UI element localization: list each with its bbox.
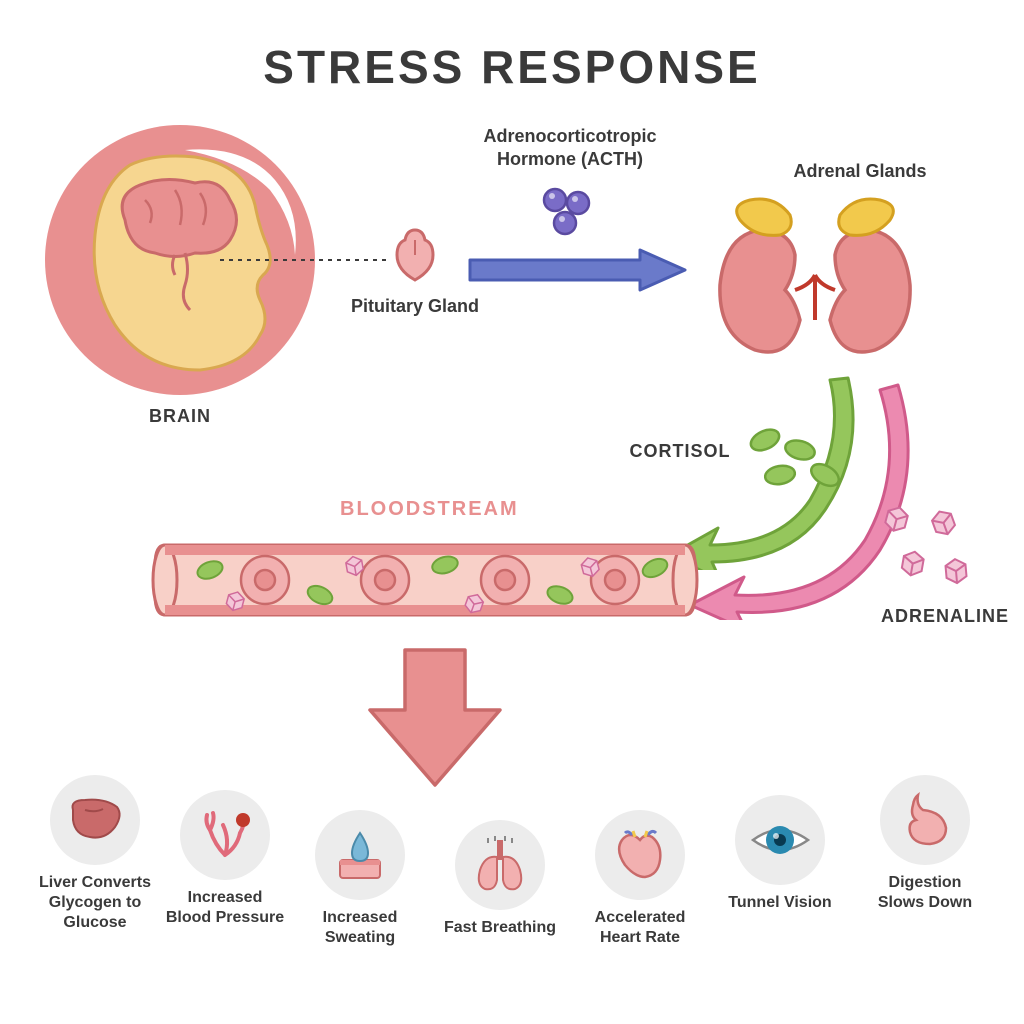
effect-label: Liver Converts Glycogen to Glucose [35,873,155,933]
effect-liver: Liver Converts Glycogen to Glucose [35,775,155,933]
sweat-icon [315,810,405,900]
bloodstream-down-arrow [360,640,510,790]
effect-breathing: Fast Breathing [440,820,560,938]
cortisol-label: CORTISOL [620,440,740,463]
blood-vessel-icon [180,790,270,880]
effect-label: Fast Breathing [440,918,560,938]
pituitary-gland-icon [385,225,445,290]
adrenaline-label: ADRENALINE [870,605,1020,628]
effect-digestion: Digestion Slows Down [865,775,985,913]
acth-spheres-icon [530,185,600,240]
heart-icon [595,810,685,900]
diagram-title: STRESS RESPONSE [0,40,1024,94]
bloodstream-illustration [145,520,705,640]
effect-label: Tunnel Vision [720,893,840,913]
adrenal-label: Adrenal Glands [770,160,950,183]
adrenal-glands-icon [700,180,930,380]
effect-heart-rate: Accelerated Heart Rate [580,810,700,948]
eye-icon [735,795,825,885]
effect-label: Increased Blood Pressure [165,888,285,928]
effect-sweating: Increased Sweating [300,810,420,948]
effect-blood-pressure: Increased Blood Pressure [165,790,285,928]
effect-label: Accelerated Heart Rate [580,908,700,948]
brain-label: BRAIN [130,405,230,428]
dotted-line [220,255,400,265]
liver-icon [50,775,140,865]
effect-tunnel-vision: Tunnel Vision [720,795,840,913]
acth-arrow [460,245,690,295]
lungs-icon [455,820,545,910]
acth-label: AdrenocorticotropicHormone (ACTH) [460,125,680,170]
effect-label: Increased Sweating [300,908,420,948]
adrenaline-cubes-icon [870,490,980,590]
pituitary-label: Pituitary Gland [340,295,490,318]
effect-label: Digestion Slows Down [865,873,985,913]
bloodstream-label: BLOODSTREAM [340,498,519,521]
cortisol-pills-icon [740,420,850,500]
stomach-icon [880,775,970,865]
